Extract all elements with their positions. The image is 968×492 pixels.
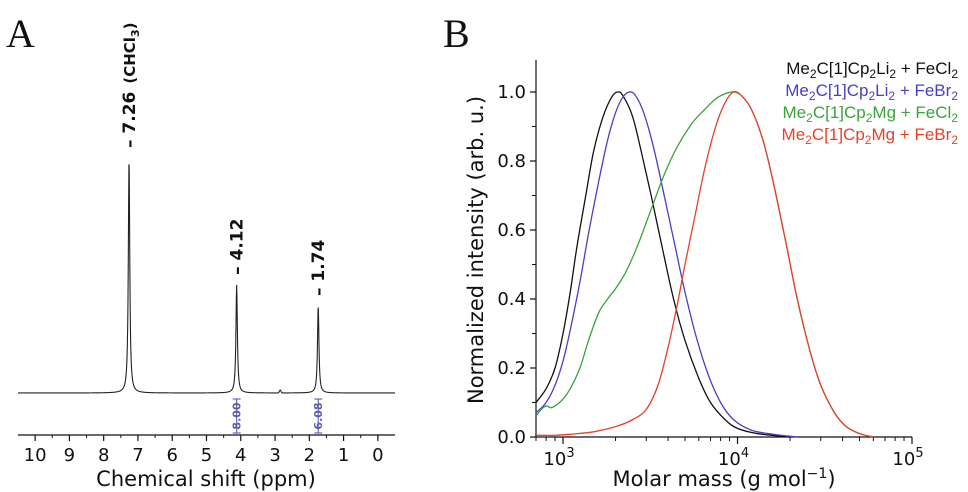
panel-b-x-title-end: ) — [827, 467, 835, 491]
panel-a-x-tick-label: 0 — [372, 445, 383, 466]
legend-entry: Me2C[1]Cp2Mg + FeBr2 — [782, 125, 959, 147]
legend-entry-part: 2 — [805, 133, 812, 147]
legend-entry-part: 2 — [809, 89, 816, 103]
panel-b-y-tick-label: 0.2 — [497, 358, 526, 379]
series-line — [535, 91, 798, 438]
panel-a-x-tick-label: 6 — [167, 445, 178, 466]
legend-entry-part: 2 — [869, 67, 876, 81]
panel-a-x-tick-label: 5 — [201, 445, 212, 466]
series-line — [535, 91, 791, 438]
panel-b-x-tick-exp: 4 — [741, 446, 749, 461]
panel-b-x-tick-base: 10 — [718, 449, 741, 470]
panel-a-x-tick-label: 1 — [338, 445, 349, 466]
legend-entry-part: C[1]Cp — [817, 59, 870, 78]
legend-entry-part: Li — [876, 59, 889, 78]
legend-entry-part: 2 — [951, 133, 958, 147]
integral-value: 6.08 — [312, 402, 325, 429]
legend-entry-part: 2 — [866, 111, 873, 125]
panel-b-x-title-main: Molar mass (g mol — [612, 467, 806, 491]
peak-label-value: – 1.74 — [309, 240, 329, 297]
panel-a-x-tick-label: 3 — [269, 445, 280, 466]
panel-b-y-title: Normalized intensity (arb. u.) — [464, 96, 488, 404]
panel-b-y-ticks: 0.0 0.2 0.4 0.6 0.8 1.0 — [497, 82, 536, 448]
panel-b: B 0.00.20.40.60.81.0 103 104 105 Me2C[1]Cp… — [443, 11, 958, 491]
legend-entry-part: 2 — [868, 89, 875, 103]
panel-b-letter: B — [443, 11, 470, 56]
peak-label-annotation: (CHCl — [121, 37, 139, 84]
panel-b-y-tick-label: 0.4 — [497, 289, 526, 310]
peak-label: – 7.26 (CHCl3) — [120, 23, 142, 148]
legend-entry-part: + FeBr — [895, 81, 952, 100]
legend-entry: Me2C[1]Cp2Mg + FeCl2 — [783, 103, 959, 125]
panel-a-peak-labels: – 7.26 (CHCl3) – 4.12 – 1.74 — [120, 23, 329, 297]
panel-a-x-tick-label: 8 — [98, 445, 109, 466]
panel-b-x-title-sup: −1 — [807, 466, 828, 482]
panel-b-x-tick-label: 103 — [543, 446, 574, 470]
panel-b-x-tick-label: 105 — [892, 446, 923, 470]
peak-label: – 1.74 — [309, 240, 329, 297]
legend-entry-part: C[1]Cp — [813, 103, 866, 122]
panel-b-x-tick-base: 10 — [892, 449, 915, 470]
panel-b-y-tick-label: 0.0 — [497, 427, 526, 448]
legend-entry-part: Mg + FeCl — [872, 103, 951, 122]
panel-b-y-tick-label: 0.8 — [497, 151, 526, 172]
panel-a-x-tick-label: 7 — [132, 445, 143, 466]
legend-entry-part: C[1]Cp — [812, 125, 865, 144]
panel-a-x-title: Chemical shift (ppm) — [96, 467, 316, 491]
legend-entry-part: 2 — [889, 67, 896, 81]
nmr-spectrum-line — [18, 164, 395, 394]
panel-b-x-title: Molar mass (g mol−1) — [612, 466, 835, 491]
panel-a-x-tick-label: 9 — [64, 445, 75, 466]
panel-b-x-tick-exp: 5 — [915, 446, 923, 461]
panel-b-series — [535, 90, 874, 438]
legend-entry-part: C[1]Cp — [816, 81, 869, 100]
legend-entry-part: Li — [875, 81, 888, 100]
integral-value: 8.00 — [231, 402, 244, 429]
panel-a-x-tick-label: 4 — [235, 445, 246, 466]
panel-a-integrals: 8.00 6.08 — [231, 398, 325, 434]
legend-entry-part: Me — [785, 81, 809, 100]
panel-b-x-ticks: 103 104 105 — [535, 437, 924, 470]
panel-b-x-tick-label: 104 — [718, 446, 749, 470]
peak-label-value: – 4.12 — [228, 219, 248, 275]
panel-b-x-tick-base: 10 — [543, 449, 566, 470]
legend-entry-part: Mg + FeBr — [871, 125, 951, 144]
legend-entry-part: 2 — [806, 111, 813, 125]
legend-entry: Me2C[1]Cp2Li2 + FeCl2 — [786, 59, 958, 81]
peak-label-annotation-sub: 3 — [129, 29, 142, 37]
panel-a-x-tick-label: 2 — [304, 445, 315, 466]
legend-entry-part: 2 — [951, 67, 958, 81]
peak-label-value: – 7.26 — [120, 92, 140, 148]
peak-label: – 4.12 — [228, 219, 248, 275]
series-line — [535, 90, 874, 438]
legend-entry-part: Me — [786, 59, 810, 78]
peak-label-annotation-end: ) — [121, 23, 139, 30]
legend-entry-part: 2 — [888, 89, 895, 103]
legend-entry-part: Me — [783, 103, 807, 122]
panel-b-x-tick-exp: 3 — [566, 446, 574, 461]
legend-entry-part: 2 — [951, 111, 958, 125]
legend-entry-part: 2 — [865, 133, 872, 147]
legend-entry-part: 2 — [810, 67, 817, 81]
legend-entry: Me2C[1]Cp2Li2 + FeBr2 — [785, 81, 958, 103]
panel-b-y-tick-label: 0.6 — [497, 220, 526, 241]
panel-a-x-tick-label: 10 — [24, 445, 47, 466]
panel-b-y-tick-label: 1.0 — [497, 82, 526, 103]
legend-entry-part: + FeCl — [896, 59, 951, 78]
panel-a-letter: A — [6, 11, 35, 56]
legend-entry-part: 2 — [951, 89, 958, 103]
panel-a: A 10 9 8 7 6 5 4 3 2 1 0 – 7.26(CHCl3)– 4.12– 1.74… — [6, 11, 395, 491]
panel-a-x-ticks: 10 9 8 7 6 5 4 3 2 1 0 — [24, 435, 384, 466]
legend-entry-part: Me — [782, 125, 806, 144]
